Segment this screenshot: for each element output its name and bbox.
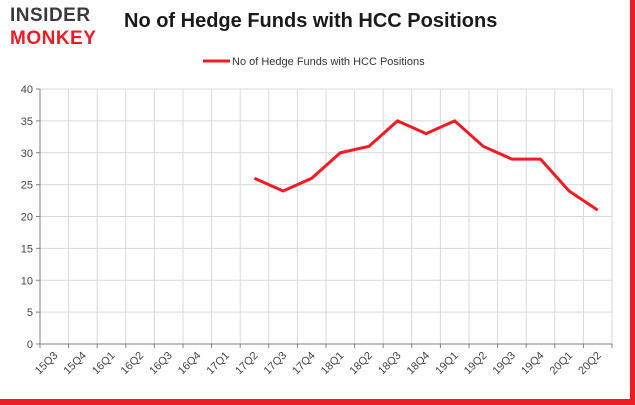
legend: No of Hedge Funds with HCC Positions <box>203 56 425 68</box>
x-tick-label-16Q2: 16Q2 <box>119 350 147 378</box>
x-tick-label-19Q4: 19Q4 <box>519 350 547 378</box>
insider-monkey-logo: INSIDER MONKEY <box>10 6 118 50</box>
grid-lines <box>39 88 613 345</box>
x-tick-label-16Q3: 16Q3 <box>147 350 175 378</box>
x-tick-label-19Q1: 19Q1 <box>433 350 461 378</box>
y-tick-label-0: 0 <box>27 339 33 351</box>
y-tick-label-20: 20 <box>21 212 33 224</box>
x-tick-label-19Q3: 19Q3 <box>490 350 518 378</box>
x-tick-label-18Q1: 18Q1 <box>319 350 347 378</box>
series-line-0 <box>253 119 599 212</box>
x-tick-label-17Q3: 17Q3 <box>262 350 290 378</box>
x-tick-labels: 15Q3 15Q4 16Q1 16Q2 16Q3 16Q4 17Q1 17Q2 17Q3 17Q4… <box>33 350 604 378</box>
y-tick-label-25: 25 <box>21 180 33 192</box>
x-tick-label-16Q4: 16Q4 <box>176 350 204 378</box>
x-tick-label-20Q2: 20Q2 <box>576 350 604 378</box>
x-tick-label-18Q4: 18Q4 <box>405 350 433 378</box>
x-tick-label-17Q1: 17Q1 <box>204 350 232 378</box>
y-tick-label-5: 5 <box>27 307 33 319</box>
x-tick-label-19Q2: 19Q2 <box>462 350 490 378</box>
legend-label: No of Hedge Funds with HCC Positions <box>232 56 425 68</box>
y-tick-label-40: 40 <box>21 84 33 96</box>
x-tick-label-20Q1: 20Q1 <box>548 350 576 378</box>
x-tick-label-18Q3: 18Q3 <box>376 350 404 378</box>
logo-text-monkey: MONKEY <box>10 28 97 49</box>
y-tick-label-30: 30 <box>21 148 33 160</box>
x-tick-label-18Q2: 18Q2 <box>347 350 375 378</box>
x-tick-label-15Q3: 15Q3 <box>33 350 61 378</box>
x-tick-label-17Q2: 17Q2 <box>233 350 261 378</box>
chart-title: No of Hedge Funds with HCC Positions <box>124 10 498 32</box>
x-tick-label-15Q4: 15Q4 <box>61 350 89 378</box>
y-tick-label-35: 35 <box>21 116 33 128</box>
y-tick-labels: 0 5 10 15 20 25 30 35 40 <box>21 84 33 351</box>
series-lines <box>253 119 599 212</box>
y-tick-label-15: 15 <box>21 243 33 255</box>
x-tick-label-17Q4: 17Q4 <box>290 350 318 378</box>
x-tick-label-16Q1: 16Q1 <box>90 350 118 378</box>
axes <box>36 88 613 348</box>
y-tick-label-10: 10 <box>21 275 33 287</box>
logo-text-insider: INSIDER <box>10 5 91 26</box>
